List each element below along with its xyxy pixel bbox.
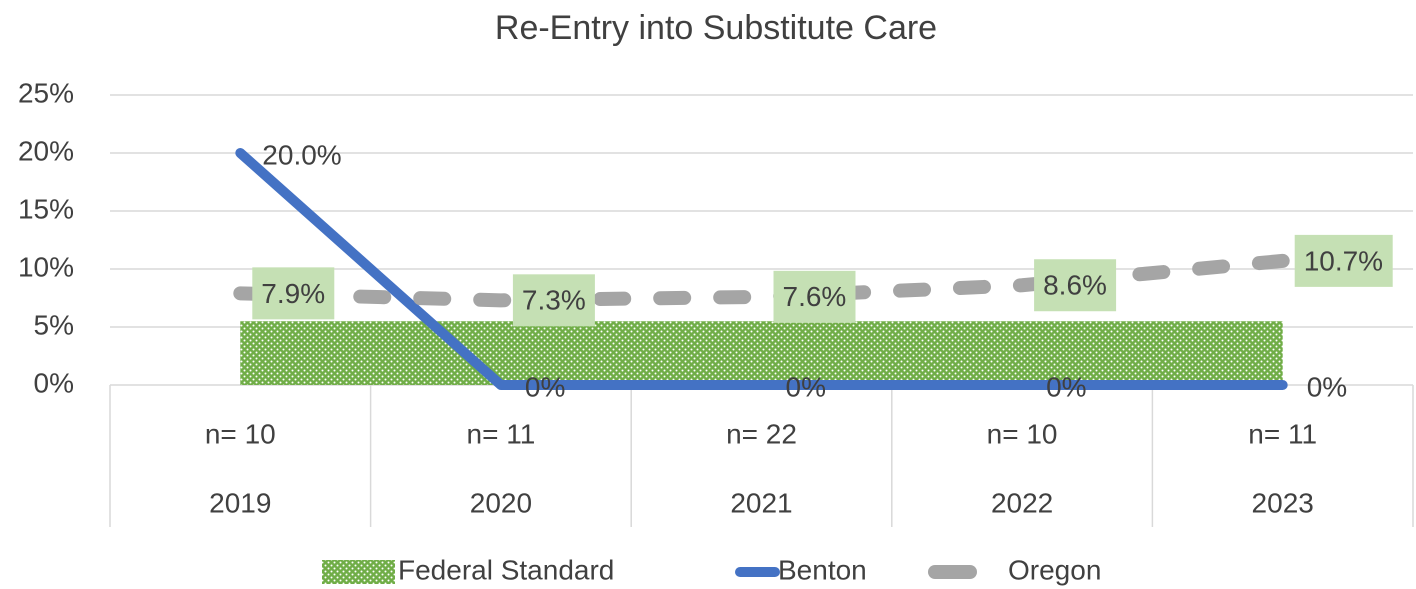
x-tick-label: 2020 bbox=[470, 487, 532, 518]
data-label-box bbox=[512, 274, 595, 327]
data-label: 0% bbox=[1046, 371, 1086, 402]
y-tick-label: 10% bbox=[18, 251, 74, 282]
data-label: 0% bbox=[1307, 371, 1347, 402]
data-label: 7.6% bbox=[783, 281, 847, 312]
data-label-box bbox=[773, 270, 856, 323]
data-label: 0% bbox=[786, 371, 826, 402]
y-tick-label: 0% bbox=[34, 367, 74, 398]
data-label: 8.6% bbox=[1043, 270, 1107, 301]
x-tick-label: 2021 bbox=[730, 487, 792, 518]
chart-title: Re-Entry into Substitute Care bbox=[495, 9, 937, 47]
category-note: n= 11 bbox=[467, 418, 536, 449]
legend-label: Oregon bbox=[1008, 554, 1101, 585]
x-tick-label: 2022 bbox=[991, 487, 1053, 518]
y-tick-label: 5% bbox=[34, 309, 74, 340]
area bbox=[240, 321, 1283, 385]
data-label: 7.9% bbox=[261, 278, 325, 309]
legend-label: Federal Standard bbox=[398, 554, 614, 585]
y-tick-label: 15% bbox=[18, 193, 74, 224]
category-note: n= 22 bbox=[726, 418, 797, 449]
y-tick-label: 20% bbox=[18, 135, 74, 166]
data-label: 20.0% bbox=[262, 139, 341, 170]
data-label-box bbox=[252, 267, 335, 320]
y-tick-label: 25% bbox=[18, 77, 74, 108]
category-note: n= 11 bbox=[1248, 418, 1317, 449]
x-tick-label: 2019 bbox=[209, 487, 271, 518]
x-tick-label: 2023 bbox=[1252, 487, 1314, 518]
legend-swatch bbox=[322, 560, 395, 584]
data-label: 10.7% bbox=[1304, 245, 1383, 276]
line bbox=[235, 148, 1288, 390]
category-note: n= 10 bbox=[987, 418, 1058, 449]
data-label: 7.3% bbox=[522, 285, 586, 316]
legend-label: Benton bbox=[778, 554, 867, 585]
category-note: n= 10 bbox=[205, 418, 276, 449]
data-label: 0% bbox=[525, 371, 565, 402]
data-label-box bbox=[1034, 259, 1117, 312]
data-label-box bbox=[1294, 234, 1393, 287]
